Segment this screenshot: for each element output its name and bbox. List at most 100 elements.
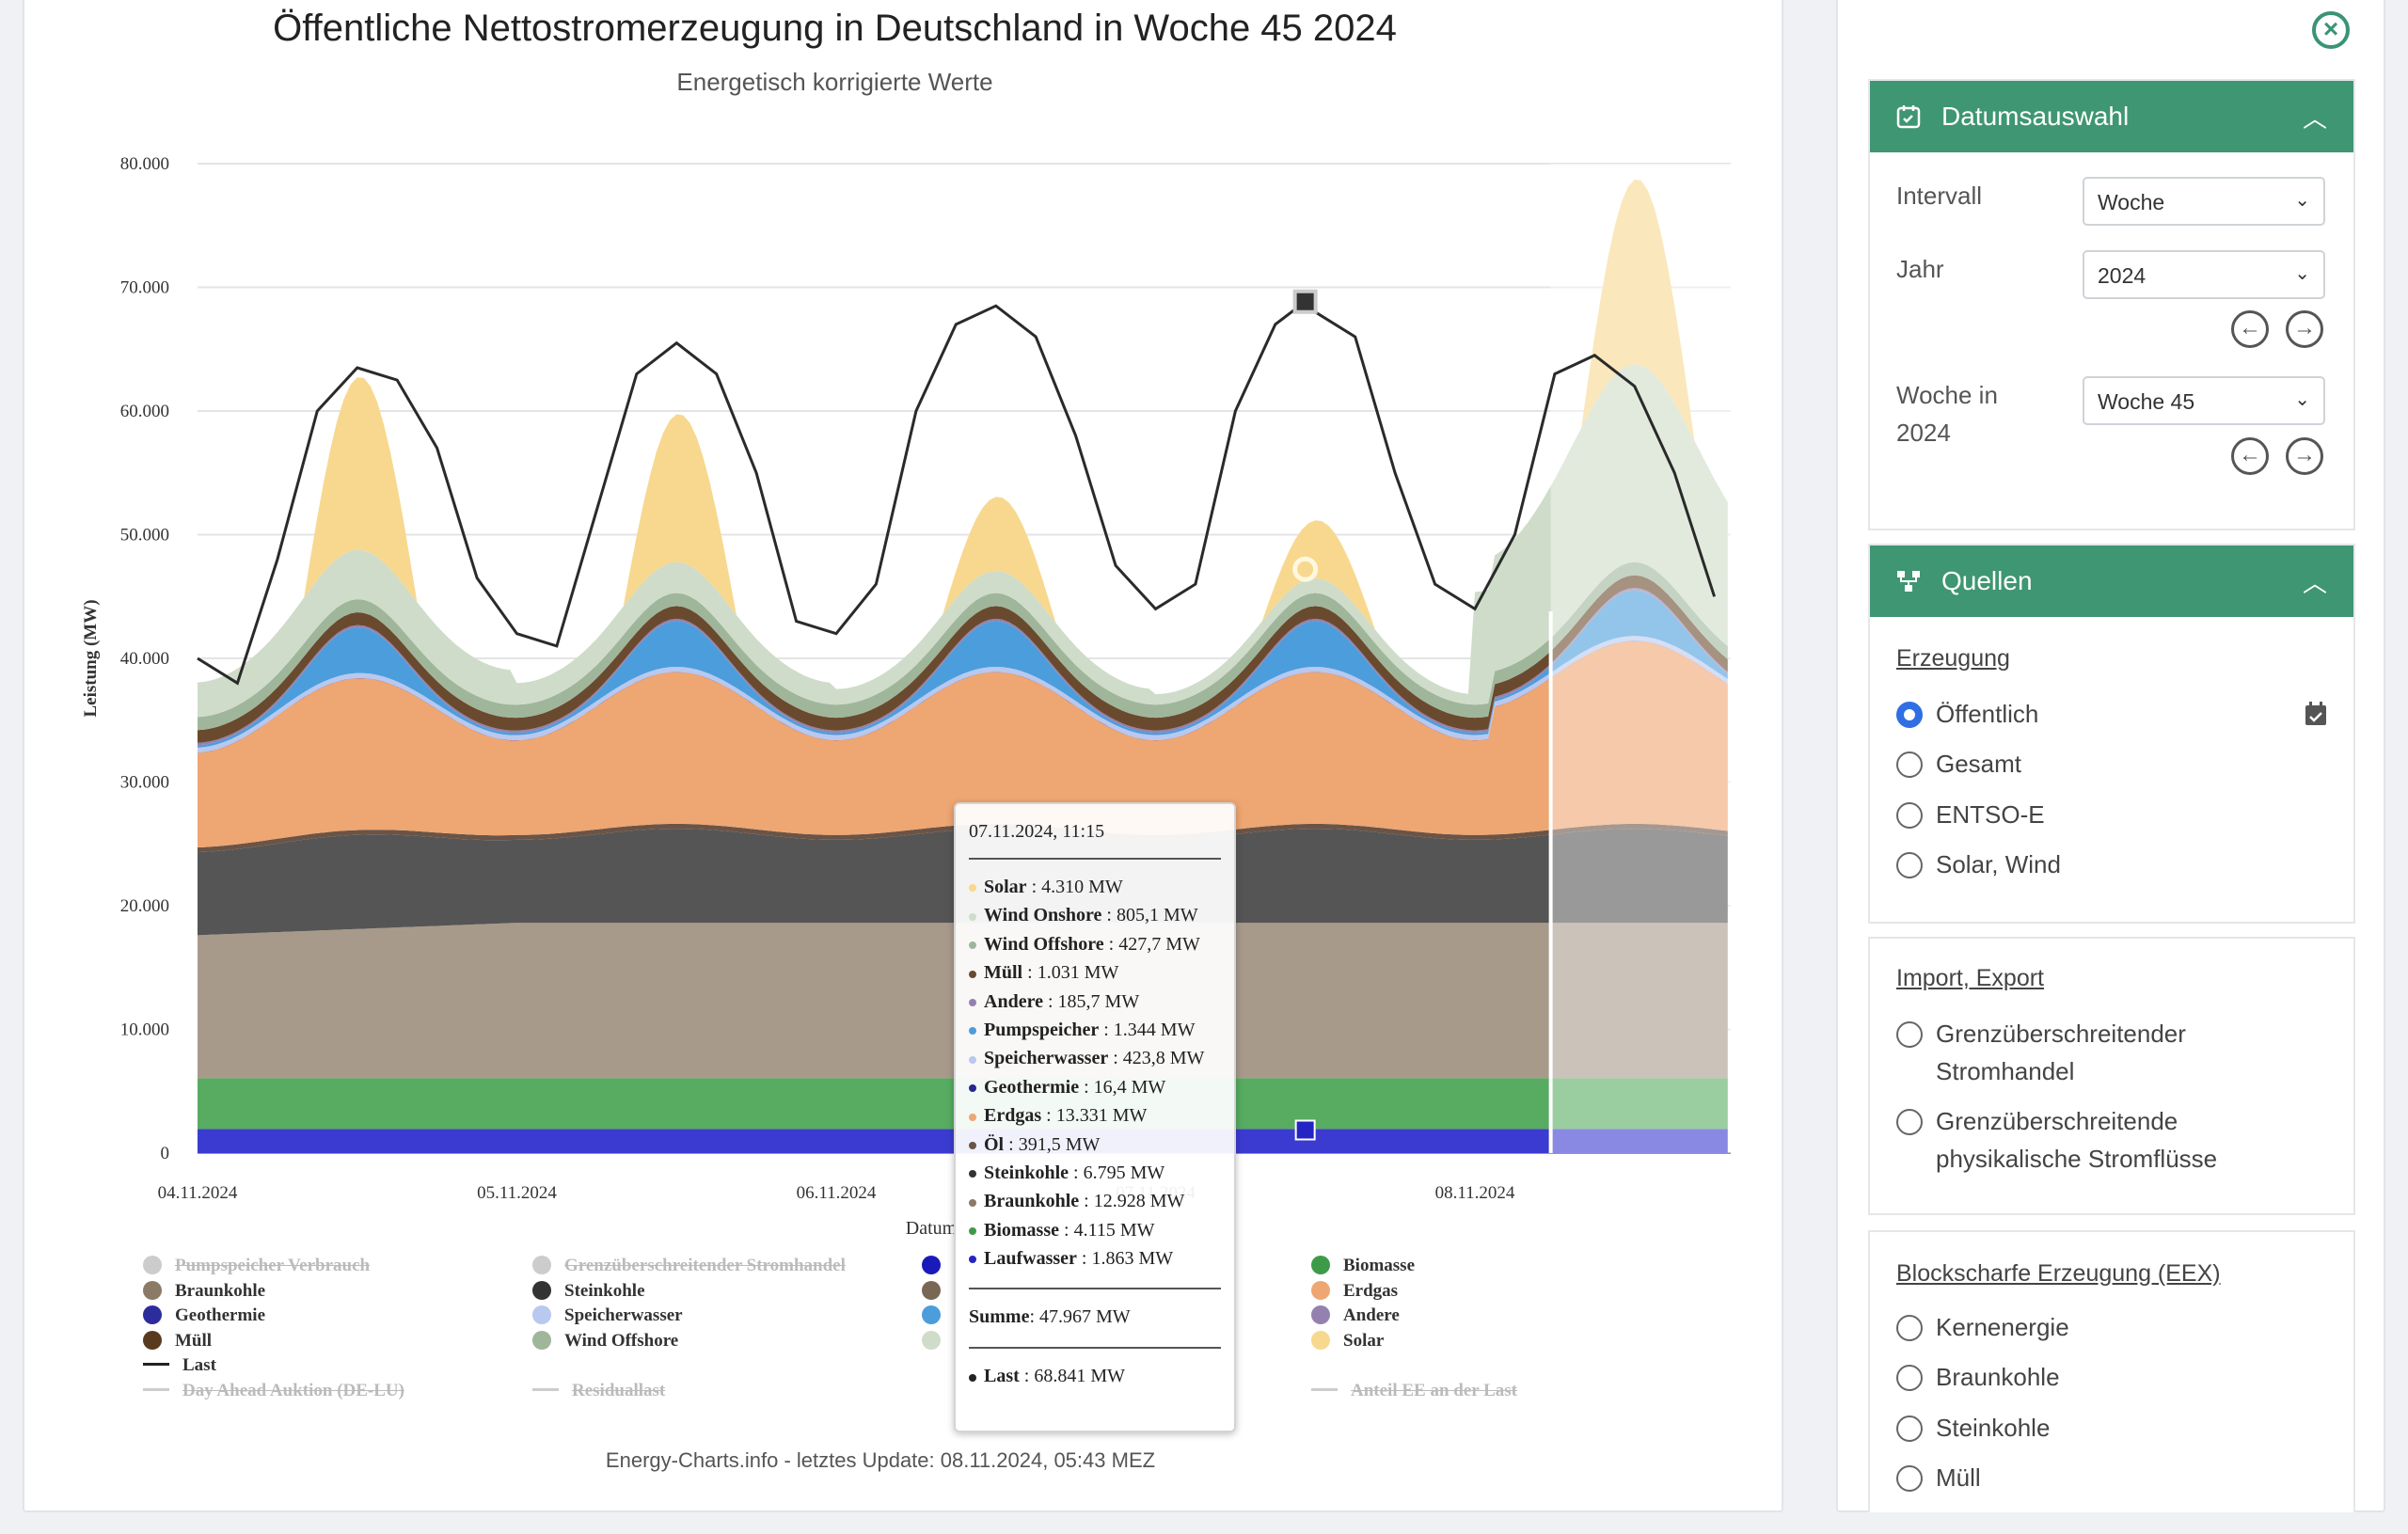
- tooltip-row: Wind Onshore : 805,1 MW: [969, 905, 1221, 933]
- chevron-down-icon: ⌄: [2294, 190, 2310, 211]
- year-label: Jahr: [1896, 255, 1944, 283]
- week-next-button[interactable]: →: [2286, 437, 2323, 475]
- y-tick-label: 10.000: [120, 1020, 169, 1040]
- radio-option[interactable]: Braunkohle: [1896, 1358, 2310, 1396]
- sources-panel-header[interactable]: Quellen ︿: [1870, 546, 2353, 617]
- tooltip-row: Wind Offshore : 427,7 MW: [969, 934, 1221, 962]
- calendar-check-icon[interactable]: [2305, 702, 2327, 726]
- legend-swatch[interactable]: [922, 1256, 954, 1276]
- radio-option[interactable]: Müll: [1896, 1459, 2310, 1496]
- radio-option[interactable]: Grenzüberschreitende physikalische Strom…: [1896, 1102, 2310, 1178]
- tooltip-row: Steinkohle : 6.795 MW: [969, 1162, 1221, 1191]
- calendar-icon: [1896, 105, 1921, 129]
- legend-item[interactable]: Day Ahead Auktion (DE-LU): [143, 1381, 404, 1401]
- tooltip-row: Müll : 1.031 MW: [969, 962, 1221, 990]
- chart-last-line: [197, 299, 1717, 686]
- tooltip-row: Pumpspeicher : 1.344 MW: [969, 1020, 1221, 1048]
- year-select[interactable]: 2024 ⌄: [2083, 250, 2325, 299]
- date-panel: Datumsauswahl ︿: [1868, 79, 2355, 530]
- y-tick-label: 30.000: [120, 773, 169, 793]
- tooltip-row: Solar : 4.310 MW: [969, 877, 1221, 905]
- radio-option[interactable]: Grenzüberschreitender Stromhandel: [1896, 1015, 2310, 1090]
- chart-subtitle: Energetisch korrigierte Werte: [676, 68, 993, 96]
- date-panel-header[interactable]: Datumsauswahl ︿: [1870, 81, 2353, 152]
- y-tick-label: 50.000: [120, 526, 169, 546]
- area-wind-offshore: [198, 561, 1728, 731]
- y-tick-label: 80.000: [120, 154, 169, 174]
- chart-footer: Energy-Charts.info - letztes Update: 08.…: [605, 1448, 1156, 1472]
- chevron-down-icon: ⌄: [2294, 389, 2310, 410]
- chart-y-ticks: 0 10.000 20.000 30.000 40.000 50.000 60.000 70.…: [120, 154, 169, 1163]
- radio-option[interactable]: Gesamt: [1896, 745, 2310, 783]
- legend-item[interactable]: Erdgas: [1311, 1280, 1398, 1302]
- sources-panel: Quellen ︿: [1868, 544, 2355, 924]
- interval-select[interactable]: Woche ⌄: [2083, 177, 2325, 226]
- chevron-down-icon: ⌄: [2294, 263, 2310, 284]
- close-icon[interactable]: ×: [2312, 11, 2350, 49]
- interval-label: Intervall: [1896, 182, 1983, 210]
- hover-marker-last: [1292, 289, 1318, 314]
- tooltip-row: Erdgas : 13.331 MW: [969, 1105, 1221, 1133]
- chart-y-label: Leistung (MW): [81, 599, 101, 717]
- year-next-button[interactable]: →: [2286, 310, 2323, 348]
- week-select[interactable]: Woche 45 ⌄: [2083, 376, 2325, 425]
- week-label: Woche in 2024: [1896, 381, 1998, 447]
- legend-item[interactable]: Biomasse: [1311, 1256, 1415, 1276]
- tooltip-row: Speicherwasser : 423,8 MW: [969, 1048, 1221, 1076]
- radio-option[interactable]: Kernenergie: [1896, 1308, 2310, 1346]
- legend-item[interactable]: Anteil EE an der Last: [1311, 1381, 1517, 1401]
- erzeugung-link[interactable]: Erzeugung: [1896, 645, 2010, 672]
- tooltip-row: Biomasse : 4.115 MW: [969, 1220, 1221, 1248]
- import-panel: [1868, 937, 2355, 1215]
- legend-item[interactable]: Speicherwasser: [532, 1305, 683, 1326]
- y-tick-label: 70.000: [120, 278, 169, 298]
- area-müll: [198, 575, 1728, 743]
- chart-areas: [198, 164, 1731, 1153]
- radio-option[interactable]: ENTSO-E: [1896, 796, 2310, 833]
- legend-item[interactable]: Steinkohle: [532, 1280, 645, 1302]
- tooltip-row: Laufwasser : 1.863 MW: [969, 1248, 1221, 1276]
- forecast-overlay: [1550, 164, 1731, 1153]
- blockscharfe-link[interactable]: Blockscharfe Erzeugung (EEX): [1896, 1260, 2221, 1287]
- y-tick-label: 60.000: [120, 402, 169, 421]
- legend-swatch[interactable]: [922, 1280, 954, 1302]
- legend-item[interactable]: Solar: [1311, 1330, 1384, 1352]
- radio-option[interactable]: Steinkohle: [1896, 1409, 2310, 1447]
- chart-x-label: Datum: [906, 1218, 958, 1239]
- chevron-up-icon[interactable]: ︿: [2302, 568, 2327, 597]
- legend-item[interactable]: Müll: [143, 1330, 212, 1352]
- chart-hover-markers: [1292, 289, 1319, 1141]
- sitemap-icon: [1897, 571, 1920, 592]
- tooltip-last: Last : 68.841 MW: [969, 1366, 1221, 1394]
- legend-item[interactable]: Pumpspeicher Verbrauch: [143, 1256, 370, 1276]
- x-tick-label: 08.11.2024: [1435, 1183, 1515, 1203]
- x-tick-label: 04.11.2024: [158, 1183, 238, 1203]
- legend-item[interactable]: Last: [143, 1355, 216, 1376]
- tooltip-time: 07.11.2024, 11:15: [969, 821, 1105, 842]
- radio-option[interactable]: Solar, Wind: [1896, 846, 2310, 883]
- legend-item[interactable]: Wind Offshore: [532, 1330, 678, 1352]
- legend-item[interactable]: Grenzüberschreitender Stromhandel: [532, 1256, 846, 1276]
- chart-plot[interactable]: 0 10.000 20.000 30.000 40.000 50.000 60.000 70.…: [0, 0, 1787, 1467]
- chevron-up-icon[interactable]: ︿: [2302, 103, 2327, 133]
- y-tick-label: 20.000: [120, 896, 169, 916]
- radio-option[interactable]: Öffentlich: [1896, 695, 2310, 733]
- legend-swatch[interactable]: [922, 1305, 954, 1326]
- area-solar: [198, 179, 1728, 695]
- area-pumpspeicher: [198, 590, 1728, 748]
- chart-tooltip: 07.11.2024, 11:15 Solar : 4.310 MW Wind O…: [954, 802, 1236, 1432]
- tooltip-row: Öl : 391,5 MW: [969, 1134, 1221, 1162]
- legend-item[interactable]: Residuallast: [532, 1381, 665, 1401]
- x-tick-label: 05.11.2024: [477, 1183, 557, 1203]
- chart-x-ticks: 04.11.202405.11.202406.11.202407.11.2024…: [158, 1183, 1515, 1203]
- block-panel: [1868, 1230, 2355, 1512]
- legend-item[interactable]: Andere: [1311, 1305, 1400, 1326]
- legend-swatch[interactable]: [922, 1330, 954, 1352]
- legend-item[interactable]: Geothermie: [143, 1305, 265, 1326]
- legend-item[interactable]: Braunkohle: [143, 1280, 265, 1302]
- x-tick-label: 06.11.2024: [797, 1183, 877, 1203]
- week-prev-button[interactable]: ←: [2231, 437, 2269, 475]
- year-prev-button[interactable]: ←: [2231, 310, 2269, 348]
- import-export-link[interactable]: Import, Export: [1896, 965, 2044, 991]
- chart-title: Öffentliche Nettostromerzeugung in Deuts…: [273, 8, 1397, 49]
